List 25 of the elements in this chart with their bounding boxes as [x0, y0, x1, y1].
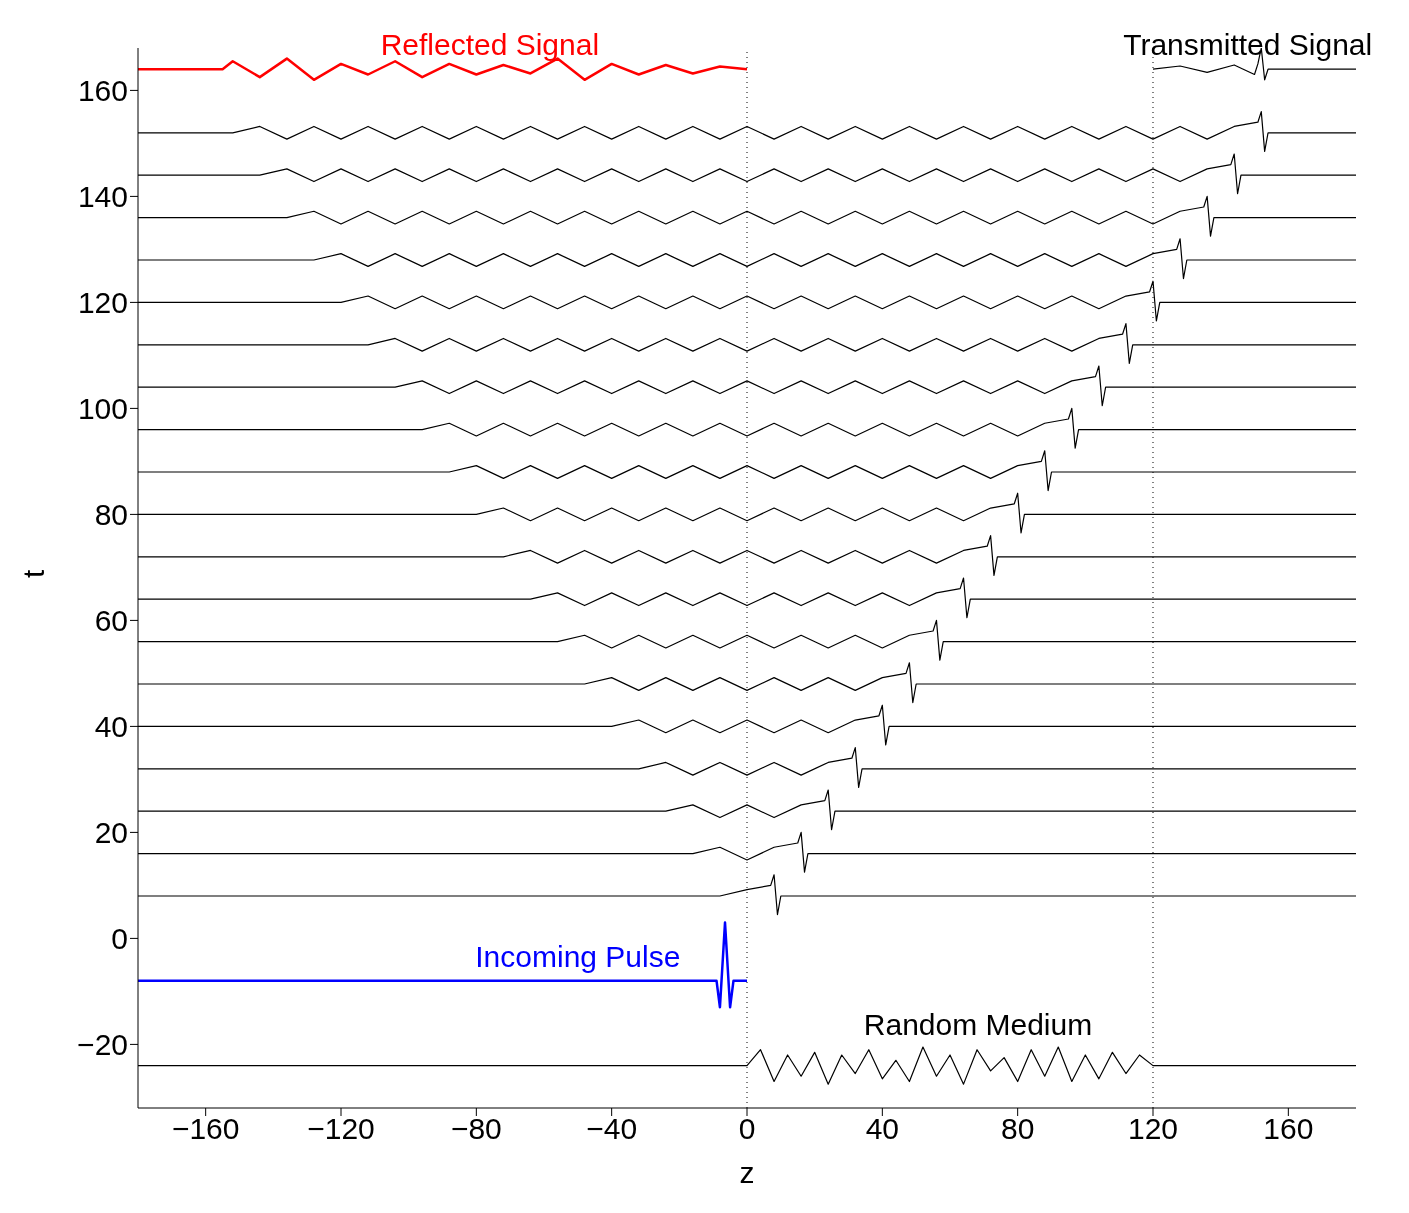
x-axis-title: z	[739, 1156, 755, 1189]
y-tick-label: 140	[77, 180, 128, 214]
y-tick-label: 100	[77, 392, 128, 426]
y-tick-label: 40	[94, 710, 128, 744]
x-tick-label: 40	[865, 1112, 900, 1146]
y-tick-label: 80	[94, 498, 128, 532]
y-tick-label: 60	[94, 604, 128, 638]
y-tick-label: 160	[77, 74, 128, 108]
x-tick-label: −80	[450, 1112, 502, 1146]
x-tick-label: 0	[738, 1112, 756, 1146]
annotation: Incoming Pulse	[475, 939, 681, 973]
x-tick-label: 120	[1127, 1112, 1179, 1146]
annotation: Random Medium	[862, 1008, 1094, 1042]
y-tick-label: 120	[77, 286, 128, 320]
x-tick-label: −160	[171, 1112, 240, 1146]
x-tick-label: −40	[586, 1112, 638, 1146]
y-axis-title: t	[16, 569, 50, 578]
annotation: Transmitted Signal	[1123, 28, 1373, 62]
y-tick-label: 20	[94, 816, 128, 850]
x-tick-label: −120	[307, 1112, 375, 1146]
x-tick-label: 160	[1263, 1112, 1314, 1146]
annotation: Reflected Signal	[380, 28, 600, 62]
y-tick-label: 0	[111, 922, 128, 956]
x-tick-label: 80	[1000, 1112, 1035, 1146]
y-tick-label: −20	[77, 1028, 128, 1062]
